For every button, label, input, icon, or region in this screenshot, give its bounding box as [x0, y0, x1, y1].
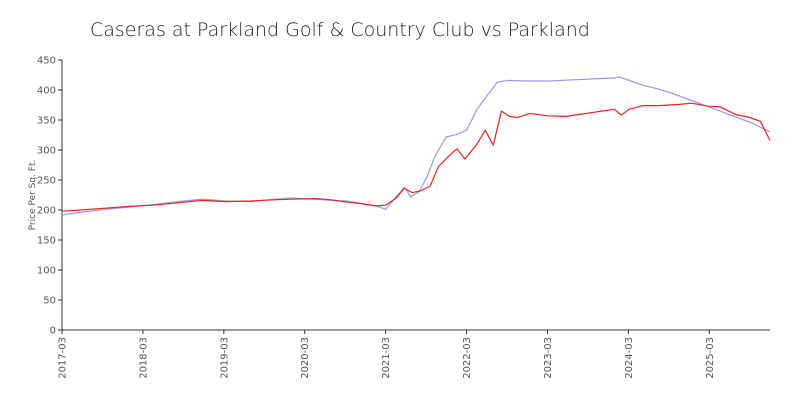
y-tick-label: 100	[37, 266, 56, 277]
x-tick-label: 2024-03	[624, 337, 635, 379]
x-tick-label: 2020-03	[300, 337, 311, 379]
x-ticks: 2017-03 2018-03 2019-03 2020-03 2021-03 2022-…	[58, 330, 716, 379]
x-tick-label: 2025-03	[705, 337, 716, 379]
y-tick-label: 400	[37, 86, 56, 97]
y-tick-label: 150	[37, 236, 56, 247]
y-tick-label: 200	[37, 206, 56, 217]
chart-title: Caseras at Parkland Golf & Country Club …	[90, 19, 590, 41]
x-tick-label: 2018-03	[138, 337, 149, 379]
series-line-parkland: Parkland	[61, 102, 771, 212]
x-tick-label: 2021-03	[381, 337, 392, 379]
chart-axes	[61, 60, 770, 331]
x-tick-label: 2017-03	[58, 337, 69, 379]
x-tick-label: 2019-03	[219, 337, 230, 379]
series-group: Caseras at Parkland Golf & Country ClubP…	[61, 76, 771, 216]
y-tick-label: 350	[37, 116, 56, 127]
series-line-caseras: Caseras at Parkland Golf & Country Club	[61, 76, 771, 216]
y-tick-label: 450	[37, 56, 56, 67]
y-tick-label: 250	[37, 176, 56, 187]
y-ticks: 0 50 100 150 200 250 300 350 400 450	[37, 56, 62, 337]
y-axis-label: Price Per Sq. Ft.	[28, 160, 38, 231]
x-tick-label: 2023-03	[543, 337, 554, 379]
y-tick-label: 300	[37, 146, 56, 157]
y-tick-label: 0	[50, 326, 56, 337]
x-tick-label: 2022-03	[462, 337, 473, 379]
y-tick-label: 50	[43, 296, 56, 307]
